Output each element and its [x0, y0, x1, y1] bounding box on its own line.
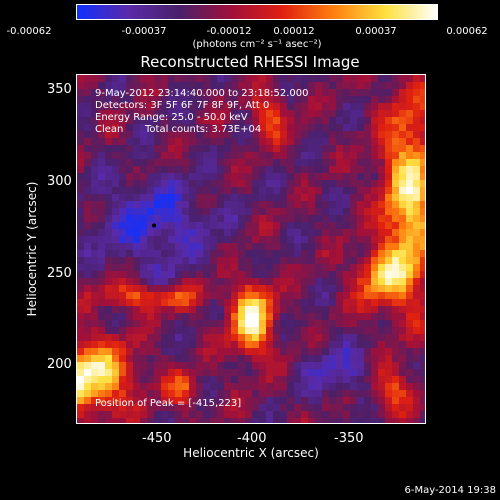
- overlay-total-counts: Total counts: 3.73E+04: [145, 124, 262, 135]
- overlay-time-range: 9-May-2012 23:14:40.000 to 23:18:52.000: [95, 88, 309, 99]
- overlay-clean-label: Clean: [95, 124, 124, 135]
- x-tick-label: -400: [237, 431, 267, 446]
- footer-date: 6-May-2014 19:38: [404, 485, 496, 496]
- colorbar-tick-label: 0.00062: [446, 26, 488, 37]
- y-tick-label: 350: [47, 82, 72, 97]
- y-axis-label: Heliocentric Y (arcsec): [25, 181, 39, 317]
- y-tick-label: 300: [47, 174, 72, 189]
- colorbar-tick-label: -0.00062: [6, 26, 52, 37]
- x-tick-label: -450: [142, 431, 172, 446]
- x-tick-label: -350: [334, 431, 364, 446]
- image-title: Reconstructed RHESSI Image: [140, 53, 360, 71]
- colorbar-tick-label: 0.00012: [273, 26, 315, 37]
- overlay-detectors: Detectors: 3F 5F 6F 7F 8F 9F, Att 0: [95, 100, 270, 111]
- colorbar-unit-label: (photons cm⁻² s⁻¹ asec⁻²): [192, 39, 322, 50]
- y-tick-label: 250: [47, 266, 72, 281]
- x-axis-label: Heliocentric X (arcsec): [183, 446, 319, 460]
- colorbar-tick-label: -0.00037: [121, 26, 167, 37]
- colorbar-tick-label: 0.00037: [355, 26, 397, 37]
- colorbar-tick-label: -0.00012: [206, 26, 252, 37]
- colorbar: [76, 4, 438, 20]
- y-tick-label: 200: [47, 357, 72, 372]
- overlay-energy-range: Energy Range: 25.0 - 50.0 keV: [95, 112, 248, 123]
- peak-marker: [152, 223, 156, 228]
- rhessi-heatmap: [77, 75, 425, 423]
- rhessi-image-panel: [76, 74, 426, 424]
- overlay-peak-position: Position of Peak = [-415,223]: [95, 398, 242, 409]
